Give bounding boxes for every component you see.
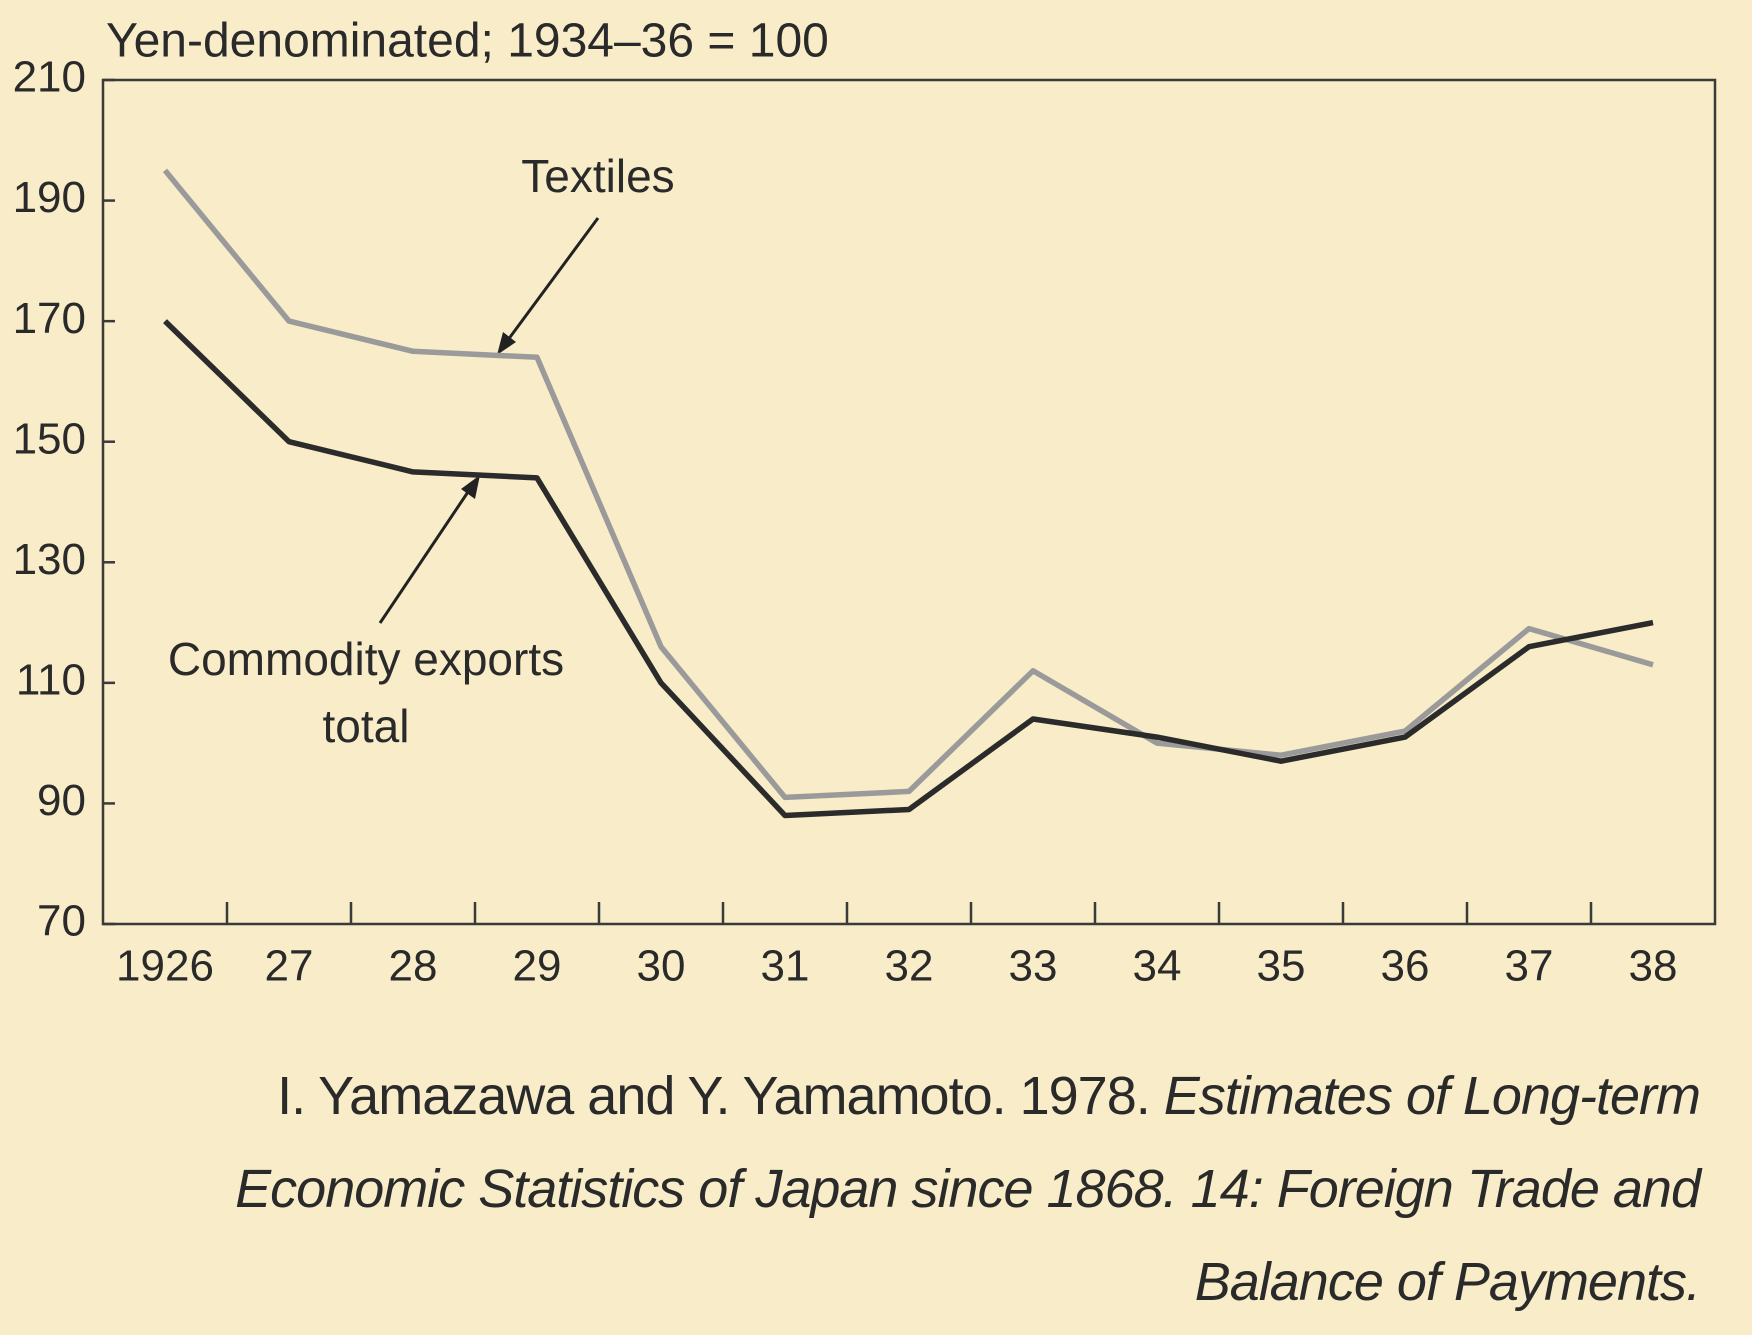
x-tick-label: 30 [637,942,686,991]
y-tick-label: 150 [13,414,86,463]
chart: Yen-denominated; 1934–36 = 100 Textiles … [13,15,1717,991]
x-tick-label: 37 [1505,942,1554,991]
x-tick-label: 27 [265,942,314,991]
series-line [163,319,1654,819]
y-tick-label: 130 [13,535,86,584]
y-tick-label: 170 [13,294,86,343]
source-citation: I. Yamazawa and Y. Yamamoto. 1978. Estim… [60,1050,1701,1329]
x-tick-label: 38 [1629,942,1678,991]
x-tick-label: 35 [1257,942,1306,991]
y-tick-label: 210 [13,53,86,102]
x-tick-label: 33 [1009,942,1058,991]
annotation: Commodity exports [168,633,564,685]
plot-frame [101,78,1717,926]
x-tick-label: 1926 [116,942,214,991]
source-author: I. Yamazawa and Y. Yamamoto. 1978. [277,1066,1151,1126]
y-tick-label: 70 [37,897,86,946]
y-tick-label: 110 [16,655,86,704]
source-title: Estimates of Long-term Economic Statisti… [235,1066,1701,1312]
x-tick-label: 29 [513,942,562,991]
arrow-head [461,475,480,499]
x-tick-label: 36 [1381,942,1430,991]
series-line [162,168,1654,801]
arrow [378,482,476,624]
y-tick-label: 90 [37,776,86,825]
x-tick-label: 32 [885,942,934,991]
chart-title: Yen-denominated; 1934–36 = 100 [106,15,829,68]
x-tick-label: 28 [389,942,438,991]
annotation: Textiles [521,150,674,202]
annotation: total [323,700,410,752]
arrow-head [497,332,516,355]
x-tick-label: 34 [1133,942,1182,991]
y-tick-label: 190 [13,173,86,222]
x-tick-label: 31 [761,942,810,991]
arrow [500,217,600,349]
